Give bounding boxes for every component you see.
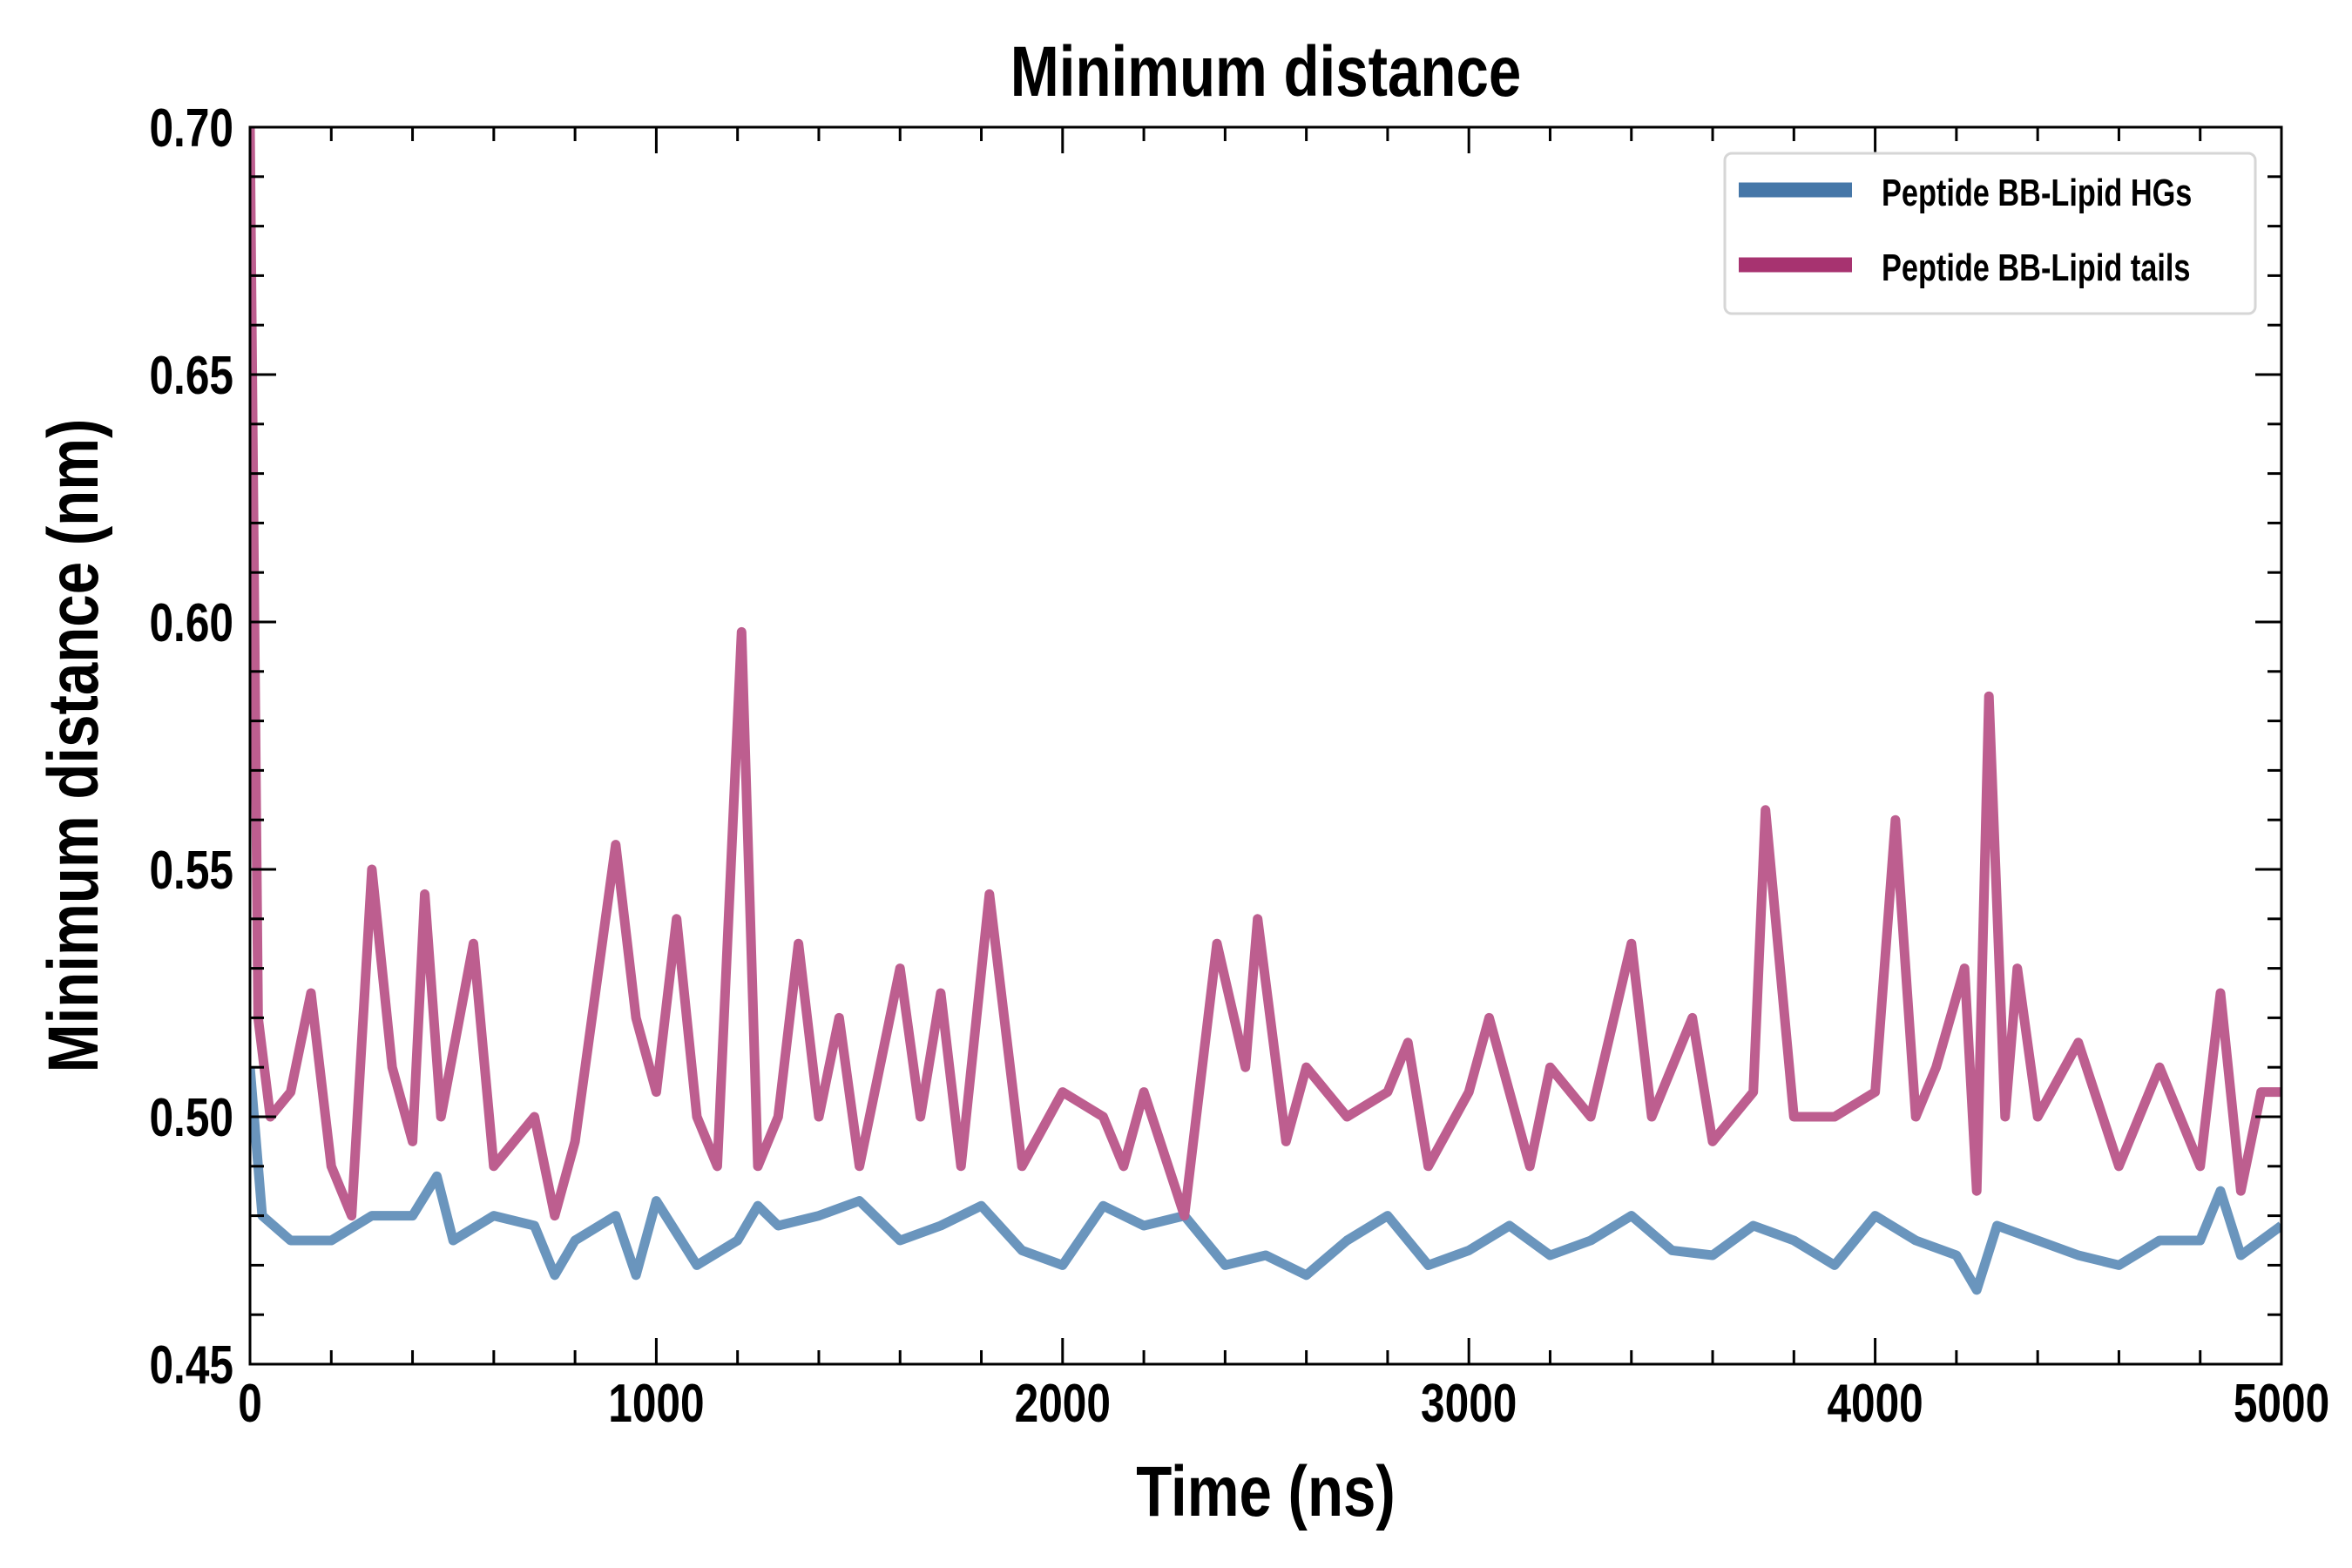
chart-title: Minimum distance: [1010, 31, 1521, 112]
axes: 0 1000 2000 3000 4000 5000 0.45 0.50 0.55 0.60 0.6…: [149, 98, 2329, 1434]
legend-label-tails: Peptide BB-Lipid tails: [1882, 247, 2190, 289]
series-line-1: [250, 127, 2281, 1221]
plot-lines: [250, 127, 2281, 1295]
legend: Peptide BB-Lipid HGs Peptide BB-Lipid ta…: [1723, 152, 2257, 315]
y-axis-label: Minimum distance (nm): [33, 419, 113, 1073]
x-tick-label: 0: [238, 1373, 262, 1434]
y-tick-label: 0.70: [149, 98, 233, 159]
x-tick-label: 5000: [2234, 1373, 2329, 1434]
legend-box: [1723, 152, 2257, 315]
y-tick-label: 0.65: [149, 345, 233, 406]
x-tick-label: 4000: [1827, 1373, 1923, 1434]
x-axis-label: Time (ns): [1136, 1451, 1396, 1531]
y-tick-label: 0.45: [149, 1335, 233, 1396]
x-tick-label: 2000: [1015, 1373, 1111, 1434]
legend-label-hgs: Peptide BB-Lipid HGs: [1882, 172, 2192, 214]
x-tick-label: 3000: [1421, 1373, 1517, 1434]
y-tick-label: 0.60: [149, 592, 233, 653]
y-tick-label: 0.50: [149, 1087, 233, 1148]
plot-frame: [248, 125, 2283, 1366]
x-tick-label: 1000: [608, 1373, 704, 1434]
series-line-0: [250, 1066, 2281, 1295]
y-tick-label: 0.55: [149, 840, 233, 901]
